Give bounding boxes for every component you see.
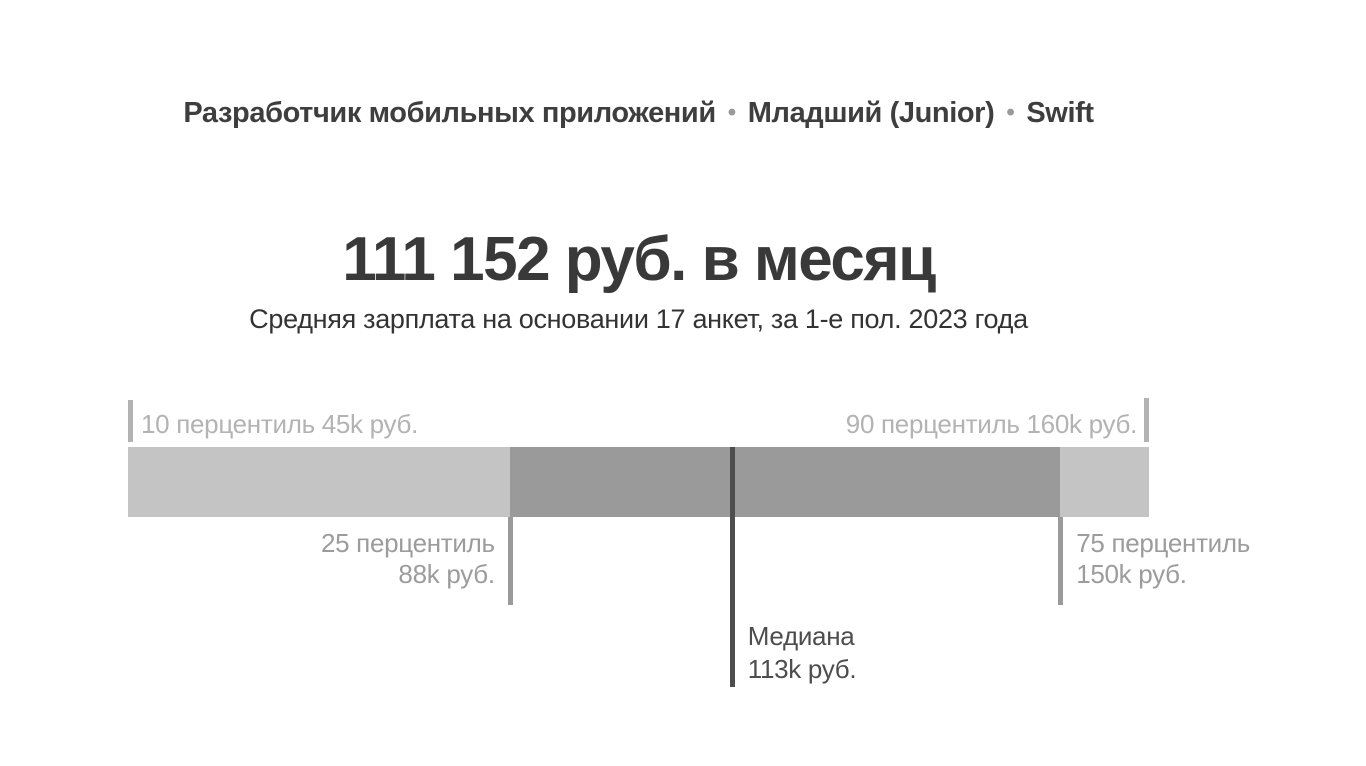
interquartile-segment xyxy=(509,447,1061,517)
salary-subtitle: Средняя зарплата на основании 17 анкет, … xyxy=(249,304,1028,334)
median-marker-line xyxy=(729,447,735,687)
median-label-value: 113k руб. xyxy=(747,654,857,684)
separator-dot: • xyxy=(727,99,736,126)
title-profession: Разработчик мобильных приложений xyxy=(183,97,716,129)
p75-marker-line xyxy=(1058,517,1064,605)
p10-label: 10 перцентиль 45k руб. xyxy=(141,409,419,439)
median-label: Медиана 113k руб. xyxy=(748,620,857,686)
p90-label: 90 перцентиль 160k руб. xyxy=(845,409,1138,439)
salary-stats-widget: Разработчик мобильных приложений • Младший… xyxy=(128,0,1250,700)
p10-tick-mark xyxy=(128,400,133,442)
separator-dot: • xyxy=(1006,99,1015,126)
p90-tick-mark xyxy=(1144,398,1149,442)
p25-label: 25 перцентиль 88k руб. xyxy=(321,528,495,590)
p25-label-value: 88k руб. xyxy=(398,559,495,589)
p75-label-value: 150k руб. xyxy=(1076,559,1187,589)
salary-range-bar xyxy=(128,447,1149,517)
page-title: Разработчик мобильных приложений • Младший… xyxy=(128,96,1149,130)
title-level: Младший (Junior) xyxy=(747,97,995,129)
title-language: Swift xyxy=(1026,97,1094,129)
average-salary-headline: 111 152 руб. в месяц xyxy=(342,225,936,294)
median-label-title: Медиана xyxy=(747,621,855,651)
p75-label: 75 перцентиль 150k руб. xyxy=(1076,528,1250,590)
p25-marker-line xyxy=(507,517,513,605)
percentile-top-row: 10 перцентиль 45k руб. 90 перцентиль 160… xyxy=(128,398,1149,447)
p25-label-title: 25 перцентиль xyxy=(320,528,495,558)
p75-label-title: 75 перцентиль xyxy=(1076,528,1251,558)
percentile-chart: 10 перцентиль 45k руб. 90 перцентиль 160… xyxy=(128,398,1250,700)
